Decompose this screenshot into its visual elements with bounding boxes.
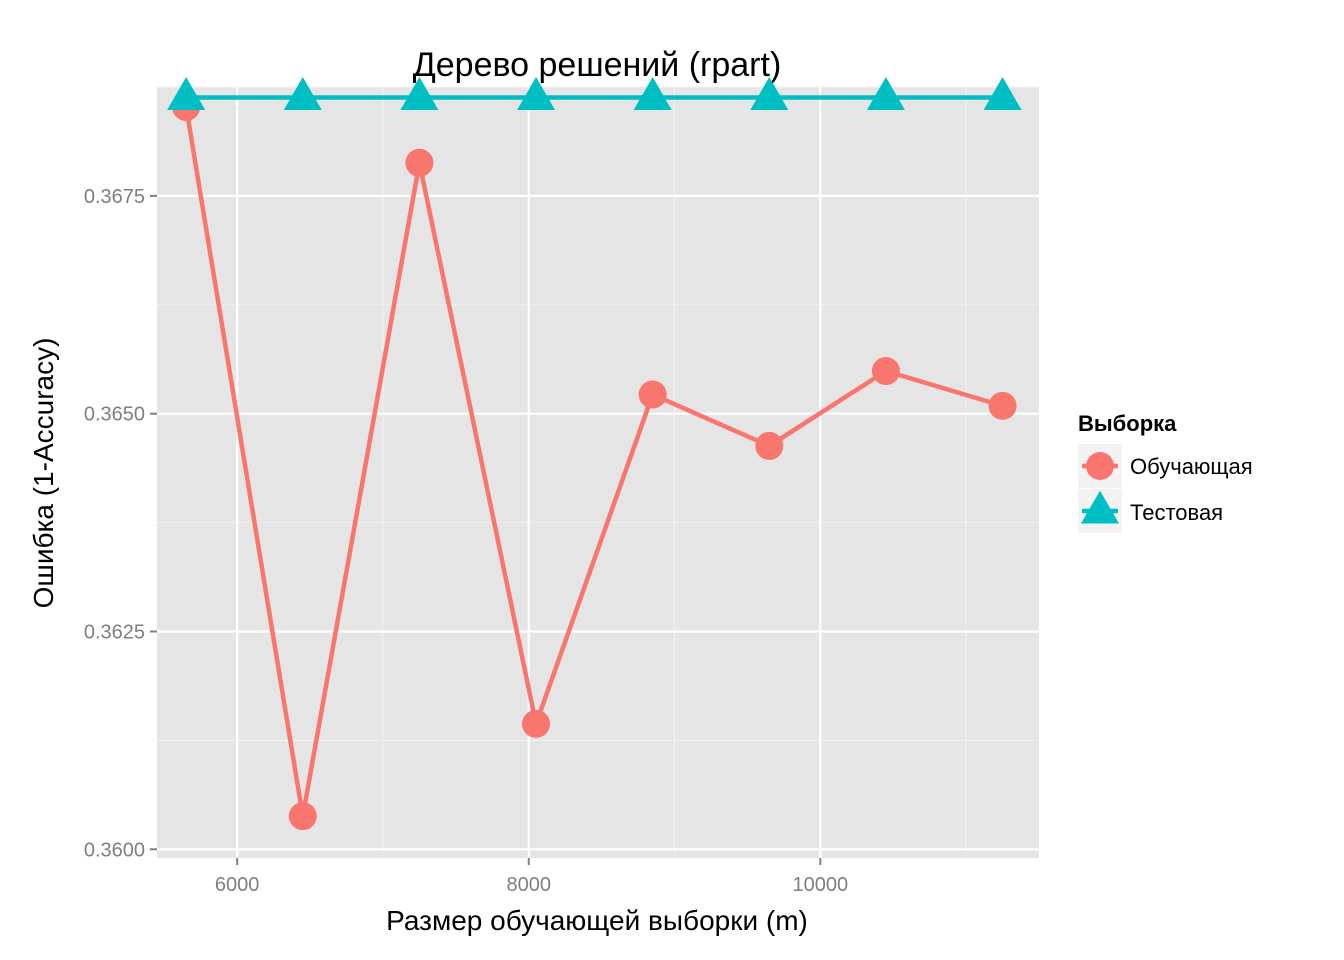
data-point-triangle: [400, 77, 439, 110]
x-axis-title: Размер обучающей выборки (m): [386, 905, 808, 936]
legend-key-circle: [1086, 452, 1114, 480]
data-point-triangle: [283, 77, 322, 110]
x-tick-label: 10000: [793, 874, 849, 896]
series-layer: [167, 77, 1022, 831]
legend: Выборка Обучающая Тестовая: [1078, 411, 1253, 533]
y-tick-label: 0.3600: [84, 839, 145, 861]
data-point-circle: [522, 709, 551, 738]
data-point-circle: [988, 391, 1017, 420]
data-point-triangle: [750, 77, 789, 110]
x-tick-label: 6000: [215, 874, 260, 896]
legend-keys: [1081, 452, 1119, 524]
y-axis-title: Ошибка (1-Accuracy): [28, 338, 59, 609]
data-point-circle: [638, 380, 667, 409]
grid-major: [157, 87, 1039, 858]
data-point-circle: [755, 431, 784, 460]
legend-title: Выборка: [1078, 411, 1177, 436]
legend-key-triangle: [1081, 490, 1119, 524]
data-point-circle: [288, 802, 317, 831]
y-tick-label: 0.3675: [84, 186, 145, 208]
data-point-triangle: [866, 77, 905, 110]
data-point-triangle: [633, 77, 672, 110]
y-axis: 0.3600 0.3625 0.3650 0.3675: [84, 186, 157, 861]
y-tick-label: 0.3650: [84, 404, 145, 426]
plot-panel: [157, 87, 1039, 858]
data-point-circle: [405, 148, 434, 177]
legend-label-train: Обучающая: [1130, 454, 1253, 479]
data-point-triangle: [167, 77, 206, 110]
data-point-triangle: [517, 77, 556, 110]
series-line-0: [183, 106, 1004, 819]
x-axis: 6000 8000 10000: [215, 858, 848, 896]
legend-label-test: Тестовая: [1130, 500, 1223, 525]
y-tick-label: 0.3625: [84, 621, 145, 643]
chart-title: Дерево решений (rpart): [413, 46, 782, 84]
x-tick-label: 8000: [507, 874, 552, 896]
data-point-triangle: [983, 77, 1022, 110]
data-point-circle: [871, 357, 900, 386]
